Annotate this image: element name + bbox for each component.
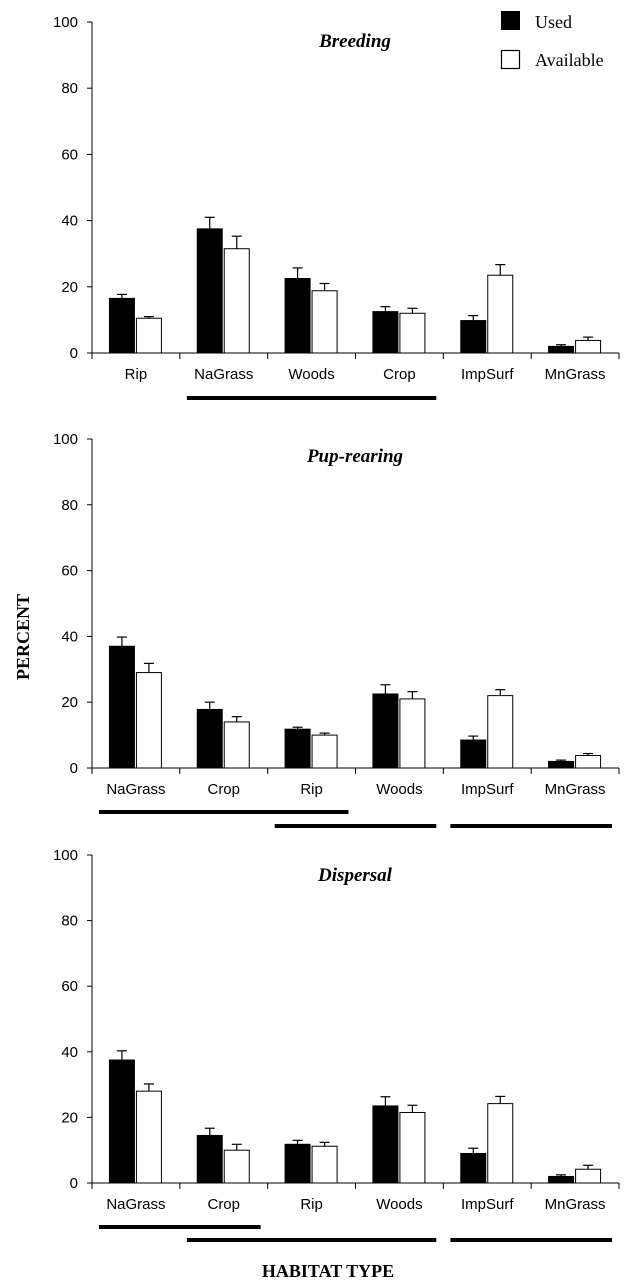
y-tick-label: 60 [61,978,78,995]
bar-used [460,320,487,354]
bar-available [311,734,338,769]
bar-available [487,274,514,354]
bar-available [399,312,426,354]
bar-used [548,1175,575,1184]
legend-label-available: Available [535,50,604,70]
y-tick-label: 100 [53,847,78,864]
bar-used [196,228,223,354]
category-label: Rip [300,1196,323,1213]
y-tick-label: 20 [61,1109,78,1126]
bar-available [135,672,162,769]
y-tick-label: 40 [61,213,78,230]
bar-available [399,1111,426,1184]
bar-used [108,297,135,354]
chart-panels: 0 20 40 60 80 100 Breeding Rip NaGrass Woods Crop I… [53,14,620,1242]
bar-available [487,695,514,769]
bar-available [487,1103,514,1184]
y-tick-label: 80 [61,497,78,514]
bar-used [372,693,399,769]
y-tick-label: 40 [61,1044,78,1061]
category-label: Crop [207,781,240,798]
bar-used [460,739,487,769]
chart-panel-3: 0 20 40 60 80 100 Dispersal NaGrass Crop Rip Woods… [53,847,620,1242]
bar-available [223,1149,250,1184]
category-label: Crop [207,1196,240,1213]
y-tick-label: 80 [61,913,78,930]
category-label: Crop [383,366,416,383]
category-label: ImpSurf [461,366,514,383]
y-tick-label: 60 [61,146,78,163]
bar-used [284,278,311,354]
bar-used [284,728,311,769]
category-label: NaGrass [194,366,253,383]
bar-available [575,754,602,769]
y-tick-label: 20 [61,279,78,296]
bar-used [372,311,399,354]
y-tick-label: 20 [61,694,78,711]
bar-used [108,645,135,769]
legend: Used Available [500,11,604,70]
bar-used [196,1134,223,1184]
bar-used [548,760,575,769]
bar-used [372,1105,399,1184]
bar-available [399,698,426,769]
bar-available [575,1168,602,1184]
bar-available [223,721,250,769]
y-tick-label: 0 [70,1175,78,1192]
panel-title: Pup-rearing [306,446,403,467]
category-label: NaGrass [106,1196,165,1213]
bar-available [311,290,338,354]
bar-available [311,1145,338,1184]
y-tick-label: 0 [70,760,78,777]
y-tick-label: 40 [61,628,78,645]
bar-used [196,708,223,769]
category-label: MnGrass [545,366,606,383]
bar-used [548,345,575,354]
y-tick-label: 0 [70,345,78,362]
category-label: Woods [376,781,422,798]
legend-swatch-available [500,49,521,70]
bar-available [135,1090,162,1184]
x-axis-title: HABITAT TYPE [262,1261,394,1281]
bar-available [223,248,250,354]
legend-swatch-used [501,11,520,30]
category-label: Woods [376,1196,422,1213]
y-tick-label: 80 [61,80,78,97]
y-tick-label: 60 [61,563,78,580]
y-tick-label: 100 [53,431,78,448]
y-axis-title: PERCENT [13,594,33,680]
category-label: Rip [125,366,148,383]
category-label: MnGrass [545,781,606,798]
category-label: Rip [300,781,323,798]
category-label: MnGrass [545,1196,606,1213]
legend-label-used: Used [535,12,572,32]
category-label: NaGrass [106,781,165,798]
y-tick-label: 100 [53,14,78,31]
bar-used [460,1152,487,1184]
panel-title: Dispersal [317,865,393,886]
category-label: Woods [288,366,334,383]
category-label: ImpSurf [461,781,514,798]
bar-available [575,339,602,354]
bar-available [135,317,162,354]
chart-panel-1: 0 20 40 60 80 100 Breeding Rip NaGrass Woods Crop I… [53,14,620,400]
chart-panel-2: 0 20 40 60 80 100 Pup-rearing NaGrass Crop Rip Woo… [53,431,620,828]
bar-used [108,1059,135,1184]
panel-title: Breeding [318,31,391,52]
category-label: ImpSurf [461,1196,514,1213]
bar-used [284,1143,311,1184]
